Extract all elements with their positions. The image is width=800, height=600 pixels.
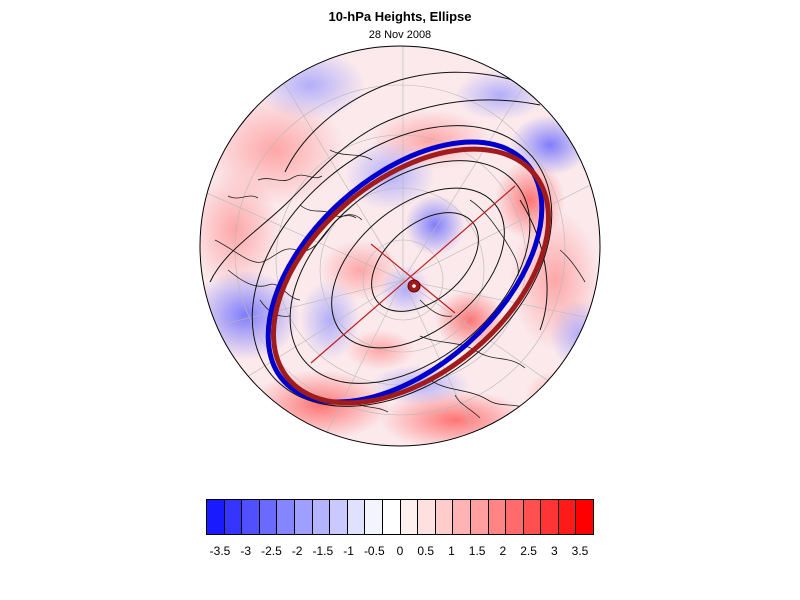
colorbar-swatch: [470, 500, 489, 534]
anomaly-field: [200, 46, 600, 446]
colorbar-tick-label: 0.5: [417, 544, 435, 558]
colorbar-tick-label: 1: [448, 544, 455, 558]
colorbar-tick-label: -3: [240, 544, 252, 558]
colorbar-swatch: [541, 500, 559, 534]
colorbar-swatch: [558, 500, 577, 534]
ellipse-major-axis: [310, 185, 516, 364]
map-date: 28 Nov 2008: [368, 29, 432, 41]
colorbar-swatch: [506, 500, 524, 534]
colorbar-tick-label: 1.5: [468, 544, 486, 558]
colorbar-swatch: [523, 500, 542, 534]
colorbar-labels: -3.5 -3 -2.5 -2 -1.5 -1 -0.5 0 0.5 1 1.5 2 2.5 3 3.5: [206, 544, 594, 560]
colorbar-tick-label: 3.5: [571, 544, 589, 558]
colorbar-tick-label: -2.5: [261, 544, 282, 558]
colorbar-swatch: [330, 500, 348, 534]
globe-outline: [199, 45, 601, 447]
colorbar-swatch: [435, 500, 454, 534]
colorbar-tick-label: -0.5: [363, 544, 385, 558]
colorbar-swatch: [312, 500, 331, 534]
map-title: 10-hPa Heights, Ellipse: [328, 9, 472, 24]
colorbar-tick-label: 2.5: [520, 544, 537, 558]
colorbar-swatch: [576, 500, 594, 534]
colorbar-tick-label: -1: [343, 544, 354, 558]
colorbar: [206, 499, 594, 535]
colorbar-tick-label: 2: [499, 544, 507, 558]
colorbar-swatch: [259, 500, 278, 534]
colorbar-tick-label: 0: [396, 544, 404, 558]
colorbar-swatch: [400, 500, 419, 534]
colorbar-swatch: [418, 500, 436, 534]
vortex-ellipse: [270, 146, 552, 406]
colorbar-swatch: [242, 500, 260, 534]
colorbar-swatch: [488, 500, 507, 534]
colorbar-swatch: [347, 500, 366, 534]
colorbar-swatch: [277, 500, 295, 534]
colorbar-tick-label: -2: [291, 544, 303, 558]
colorbar-swatch: [224, 500, 243, 534]
colorbar-swatch: [382, 500, 401, 534]
colorbar-swatch: [365, 500, 383, 534]
colorbar-swatch: [453, 500, 471, 534]
colorbar-tick-label: -3.5: [209, 544, 231, 558]
ellipse-minor-axis: [370, 243, 456, 314]
colorbar-tick-label: 3: [550, 544, 558, 558]
colorbar-boxes: [206, 499, 594, 535]
colorbar-tick-label: -1.5: [312, 544, 334, 558]
colorbar-swatch: [294, 500, 313, 534]
colorbar-swatch: [207, 500, 225, 534]
